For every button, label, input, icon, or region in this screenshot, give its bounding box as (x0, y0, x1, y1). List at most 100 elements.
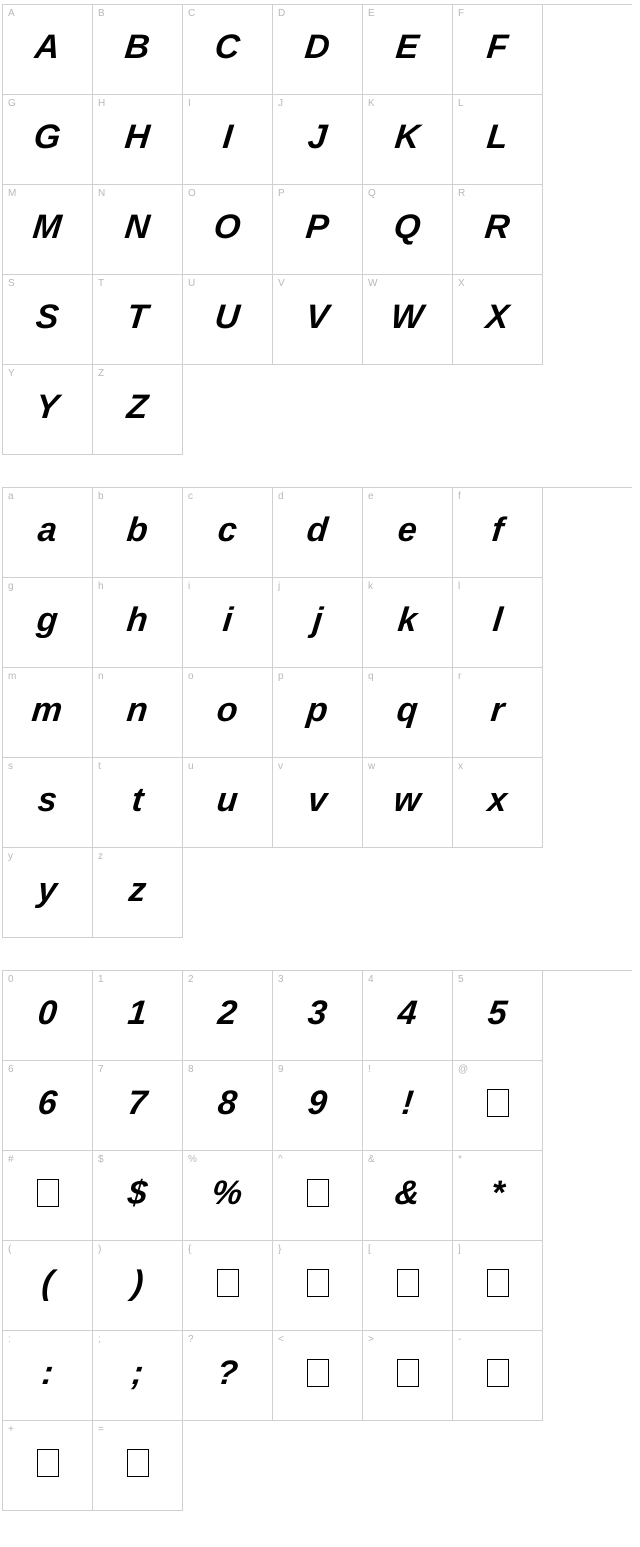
glyph-preview: D (303, 30, 331, 64)
glyph-cell[interactable]: nn (93, 668, 183, 758)
glyph-cell[interactable]: kk (363, 578, 453, 668)
glyph-cell[interactable]: rr (453, 668, 543, 758)
glyph-cell[interactable]: TT (93, 275, 183, 365)
glyph-cell[interactable]: 66 (3, 1061, 93, 1151)
glyph-cell[interactable]: DD (273, 5, 363, 95)
glyph-cell[interactable]: jj (273, 578, 363, 668)
glyph-cell[interactable]: = (93, 1421, 183, 1511)
glyph-cell[interactable]: QQ (363, 185, 453, 275)
glyph-cell[interactable]: ] (453, 1241, 543, 1331)
glyph-cell[interactable]: OO (183, 185, 273, 275)
glyph-preview: O (212, 210, 242, 244)
glyph-cell[interactable]: aa (3, 488, 93, 578)
glyph-preview: ) (130, 1266, 145, 1300)
glyph-cell[interactable]: HH (93, 95, 183, 185)
glyph-preview: f (490, 513, 505, 547)
glyph-cell[interactable]: ll (453, 578, 543, 668)
glyph-preview: M (32, 210, 64, 244)
glyph-cell[interactable]: qq (363, 668, 453, 758)
glyph-cell[interactable]: ff (453, 488, 543, 578)
glyph-cell[interactable]: MM (3, 185, 93, 275)
glyph-cell[interactable]: pp (273, 668, 363, 758)
glyph-cell[interactable]: YY (3, 365, 93, 455)
glyph-cell[interactable]: WW (363, 275, 453, 365)
glyph-cell[interactable]: - (453, 1331, 543, 1421)
glyph-cell[interactable]: && (363, 1151, 453, 1241)
glyph-label: ] (458, 1244, 461, 1255)
glyph-cell[interactable]: hh (93, 578, 183, 668)
glyph-cell[interactable]: ?? (183, 1331, 273, 1421)
glyph-cell[interactable]: xx (453, 758, 543, 848)
glyph-cell[interactable]: bb (93, 488, 183, 578)
glyph-cell[interactable]: %% (183, 1151, 273, 1241)
glyph-cell[interactable]: < (273, 1331, 363, 1421)
missing-glyph-box (307, 1269, 329, 1297)
glyph-cell[interactable]: ii (183, 578, 273, 668)
glyph-preview: 6 (36, 1086, 58, 1120)
glyph-cell[interactable]: mm (3, 668, 93, 758)
glyph-cell[interactable]: + (3, 1421, 93, 1511)
glyph-cell[interactable]: $$ (93, 1151, 183, 1241)
glyph-cell[interactable]: vv (273, 758, 363, 848)
glyph-label: e (368, 491, 374, 502)
glyph-cell[interactable]: NN (93, 185, 183, 275)
glyph-cell[interactable]: GG (3, 95, 93, 185)
glyph-cell[interactable]: [ (363, 1241, 453, 1331)
glyph-cell[interactable]: uu (183, 758, 273, 848)
glyph-cell[interactable]: :: (3, 1331, 93, 1421)
glyph-cell[interactable]: II (183, 95, 273, 185)
glyph-cell[interactable]: ww (363, 758, 453, 848)
glyph-cell[interactable]: @ (453, 1061, 543, 1151)
glyph-cell[interactable]: KK (363, 95, 453, 185)
glyph-cell[interactable]: JJ (273, 95, 363, 185)
glyph-cell[interactable]: FF (453, 5, 543, 95)
glyph-cell[interactable]: yy (3, 848, 93, 938)
glyph-cell[interactable]: (( (3, 1241, 93, 1331)
glyph-cell[interactable]: tt (93, 758, 183, 848)
glyph-cell[interactable]: 33 (273, 971, 363, 1061)
glyph-cell[interactable]: RR (453, 185, 543, 275)
glyph-label: B (98, 8, 105, 19)
glyph-cell[interactable]: XX (453, 275, 543, 365)
glyph-cell[interactable]: ;; (93, 1331, 183, 1421)
glyph-cell[interactable]: gg (3, 578, 93, 668)
glyph-cell[interactable]: SS (3, 275, 93, 365)
glyph-cell[interactable]: # (3, 1151, 93, 1241)
glyph-cell[interactable]: } (273, 1241, 363, 1331)
glyph-cell[interactable]: zz (93, 848, 183, 938)
glyph-cell[interactable]: PP (273, 185, 363, 275)
glyph-cell[interactable]: 88 (183, 1061, 273, 1151)
glyph-cell[interactable]: !! (363, 1061, 453, 1151)
glyph-cell[interactable]: BB (93, 5, 183, 95)
glyph-cell[interactable]: dd (273, 488, 363, 578)
glyph-cell[interactable]: ^ (273, 1151, 363, 1241)
glyph-cell[interactable]: 11 (93, 971, 183, 1061)
glyph-cell[interactable]: EE (363, 5, 453, 95)
glyph-grid: aabbccddeeff gghhiijjkkll mmnnooppqqrr sstt… (2, 487, 632, 938)
glyph-cell[interactable]: 22 (183, 971, 273, 1061)
glyph-cell[interactable]: { (183, 1241, 273, 1331)
glyph-cell[interactable]: 55 (453, 971, 543, 1061)
glyph-cell[interactable]: cc (183, 488, 273, 578)
glyph-cell[interactable]: ZZ (93, 365, 183, 455)
glyph-cell[interactable]: ss (3, 758, 93, 848)
glyph-cell[interactable]: ee (363, 488, 453, 578)
glyph-cell[interactable]: 00 (3, 971, 93, 1061)
glyph-cell[interactable]: oo (183, 668, 273, 758)
glyph-cell[interactable]: VV (273, 275, 363, 365)
section-lowercase: aabbccddeeff gghhiijjkkll mmnnooppqqrr sstt… (2, 487, 638, 938)
glyph-label: o (188, 671, 194, 682)
glyph-cell[interactable]: AA (3, 5, 93, 95)
glyph-preview: q (395, 693, 419, 727)
glyph-cell[interactable]: > (363, 1331, 453, 1421)
glyph-label: 9 (278, 1064, 284, 1075)
glyph-cell[interactable]: 44 (363, 971, 453, 1061)
glyph-cell[interactable]: UU (183, 275, 273, 365)
glyph-cell[interactable]: CC (183, 5, 273, 95)
glyph-cell[interactable]: )) (93, 1241, 183, 1331)
glyph-cell[interactable]: LL (453, 95, 543, 185)
glyph-preview: R (483, 210, 511, 244)
glyph-cell[interactable]: 99 (273, 1061, 363, 1151)
glyph-cell[interactable]: ** (453, 1151, 543, 1241)
glyph-cell[interactable]: 77 (93, 1061, 183, 1151)
